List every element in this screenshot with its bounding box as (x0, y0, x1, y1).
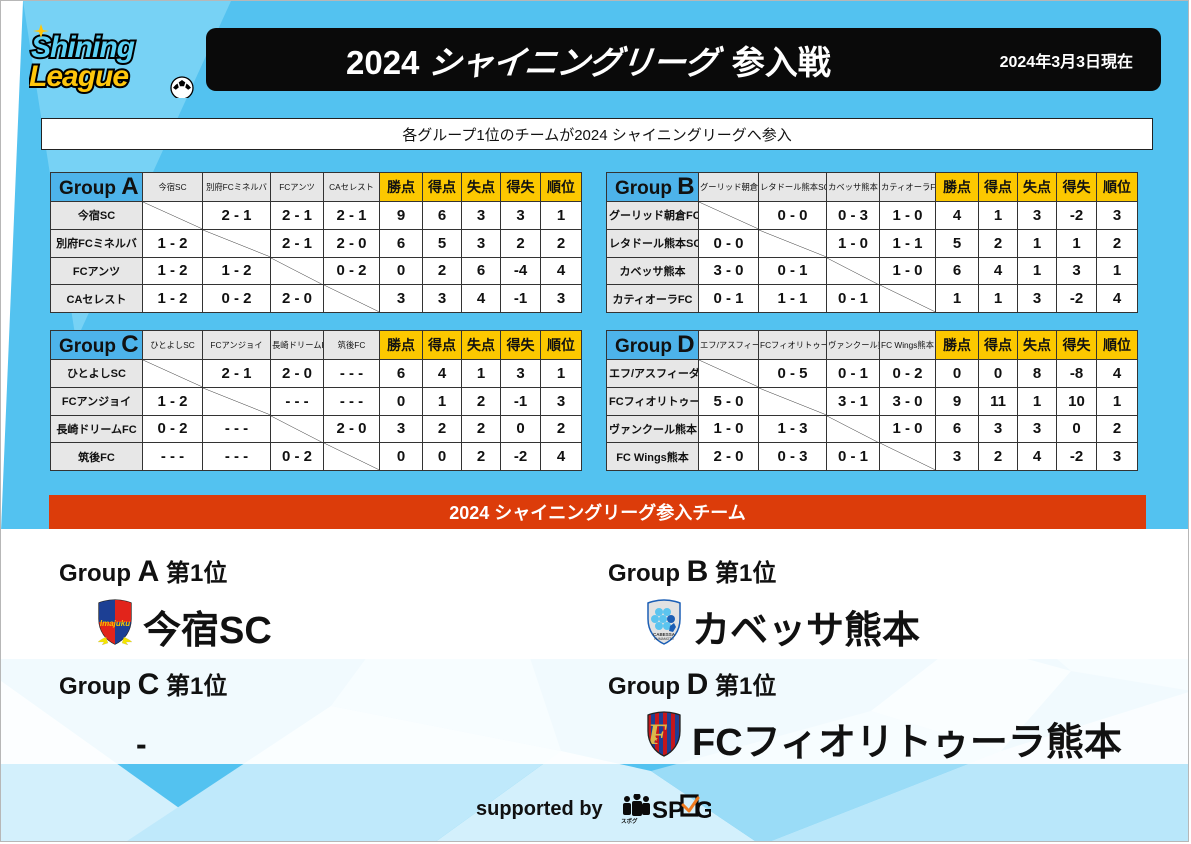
svg-text:スポグ: スポグ (621, 817, 638, 824)
svg-text:F: F (646, 718, 667, 751)
svg-text:League: League (29, 60, 128, 93)
svg-text:Imajuku: Imajuku (100, 619, 130, 628)
svg-text:G: G (695, 797, 711, 824)
svg-text:SP: SP (652, 797, 684, 824)
svg-text:KUMAMOTO: KUMAMOTO (654, 637, 674, 641)
